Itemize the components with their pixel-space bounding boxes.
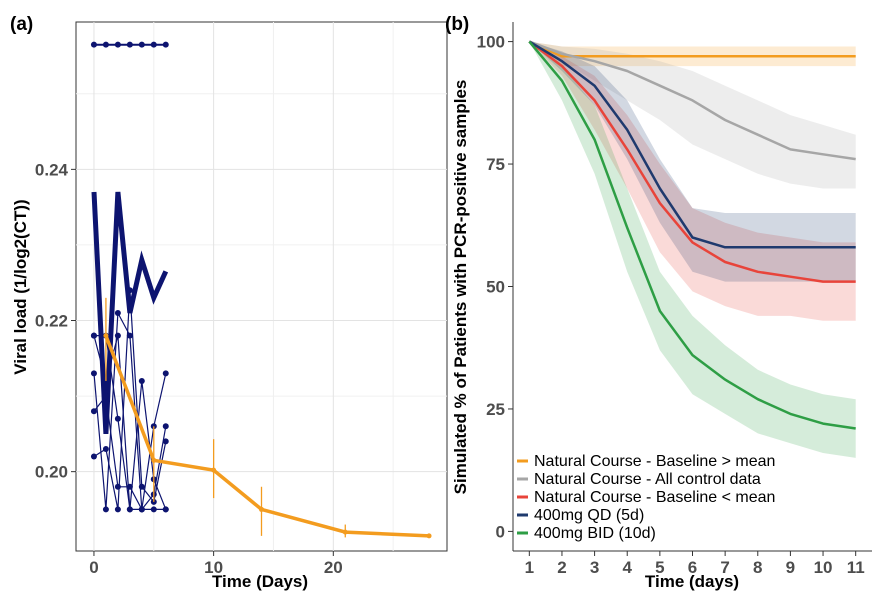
panel-b-x-tick-label: 3 xyxy=(590,558,599,577)
panel-a-individual-point xyxy=(150,41,157,48)
panel-a-individual-point xyxy=(90,332,97,339)
panel-a-mean-point xyxy=(103,333,109,339)
panel-b-series-line-4 xyxy=(528,40,856,430)
panel-a-x-ticks: 0 10 20 xyxy=(89,551,343,577)
panel-b-series-line-0 xyxy=(528,40,856,58)
panel-b-x-tick-label: 7 xyxy=(720,558,729,577)
panel-a-x-tick-label: 0 xyxy=(89,558,98,577)
panel-b: 1 2 3 4 5 6 7 8 9 10 11 0 25 50 75 100 Natural Course … xyxy=(445,14,872,591)
panel-a-y-tick-label: 0.24 xyxy=(35,160,69,179)
panel-a-individual-point xyxy=(162,506,169,513)
panel-b-y-tick-label: 75 xyxy=(486,155,505,174)
panel-a-individual-point xyxy=(114,309,121,316)
panel-b-band-0 xyxy=(529,41,856,67)
panel-b-x-tick-label: 6 xyxy=(688,558,697,577)
panel-a-label: (a) xyxy=(10,14,33,35)
panel-a-individual-point xyxy=(102,41,109,48)
panel-b-x-tick-label: 5 xyxy=(655,558,664,577)
panel-a-individual-line-1 xyxy=(91,191,169,435)
panel-b-legend: Natural Course - Baseline > meanNatural … xyxy=(517,453,775,542)
panel-a-individual-point xyxy=(114,41,121,48)
panel-a-mean-point xyxy=(426,533,432,539)
panel-a-individual-point xyxy=(114,483,121,490)
panel-a-individual-point xyxy=(126,332,133,339)
panel-a-individual-point xyxy=(150,506,157,513)
panel-a-x-tick-label: 10 xyxy=(204,558,223,577)
panel-b-series xyxy=(528,40,856,430)
panel-b-x-tick-label: 8 xyxy=(753,558,762,577)
panel-a-individual-point xyxy=(102,445,109,452)
panel-b-y-tick-label: 0 xyxy=(496,522,505,541)
panel-b-x-ticks: 1 2 3 4 5 6 7 8 9 10 11 xyxy=(525,551,865,577)
panel-a-y-ticks: 0.20 0.22 0.24 xyxy=(35,160,76,482)
panel-b-series-line-2 xyxy=(528,40,856,283)
panel-b-y-tick-label: 25 xyxy=(486,400,505,419)
panel-b-confidence-bands xyxy=(529,41,856,458)
panel-a-x-axis-title: Time (Days) xyxy=(212,572,308,591)
panel-a-individual-point xyxy=(90,453,97,460)
panel-a-individual-point xyxy=(90,408,97,415)
panel-a: 0 10 20 0.20 0.22 0.24 (a) Time (Days) Viral… xyxy=(10,14,448,591)
panel-b-x-tick-label: 2 xyxy=(557,558,566,577)
panel-a-individual-point xyxy=(162,370,169,377)
panel-a-mean-point xyxy=(151,457,157,463)
panel-a-individual-point xyxy=(90,41,97,48)
panel-a-series xyxy=(90,41,432,539)
panel-b-y-tick-label: 50 xyxy=(486,278,505,297)
panel-a-individual-point xyxy=(138,506,145,513)
panel-b-series-line-1 xyxy=(528,40,856,161)
panel-b-legend-label: 400mg QD (5d) xyxy=(534,507,644,524)
panel-a-individual-point xyxy=(162,41,169,48)
panel-b-label: (b) xyxy=(445,14,469,35)
panel-b-legend-label: Natural Course - Baseline < mean xyxy=(534,489,775,506)
panel-a-individual-point xyxy=(90,370,97,377)
panel-b-legend-label: Natural Course - All control data xyxy=(534,471,761,488)
panel-a-y-tick-label: 0.20 xyxy=(35,463,68,482)
panel-b-y-ticks: 0 25 50 75 100 xyxy=(477,33,513,541)
panel-a-individual-point xyxy=(126,287,133,294)
panel-b-x-tick-label: 9 xyxy=(786,558,795,577)
panel-a-individual-point xyxy=(138,483,145,490)
panel-a-individual-point xyxy=(162,423,169,430)
panel-a-individual-point xyxy=(114,332,121,339)
panel-b-x-tick-label: 11 xyxy=(847,558,865,577)
panel-a-individual-point xyxy=(102,393,109,400)
panel-a-y-tick-label: 0.22 xyxy=(35,312,68,331)
panel-a-y-axis-title: Viral load (1/log2(CT)) xyxy=(11,199,30,374)
panel-b-y-tick-label: 100 xyxy=(477,33,505,52)
panel-a-mean-point xyxy=(342,529,348,535)
panel-b-x-tick-label: 1 xyxy=(525,558,534,577)
panel-b-x-tick-label: 10 xyxy=(814,558,833,577)
panel-b-band-2 xyxy=(529,41,856,321)
panel-a-individual-point xyxy=(126,506,133,513)
panel-a-individual-point xyxy=(102,506,109,513)
panel-a-x-tick-label: 20 xyxy=(324,558,343,577)
panel-a-mean-point xyxy=(211,467,217,473)
panel-b-y-axis-title: Simulated % of Patients with PCR-positiv… xyxy=(451,80,470,495)
panel-b-series-line-3 xyxy=(528,40,856,249)
panel-b-legend-label: Natural Course - Baseline > mean xyxy=(534,453,775,470)
panel-b-band-1 xyxy=(529,41,856,189)
panel-a-individual-point xyxy=(162,438,169,445)
panel-b-legend-label: 400mg BID (10d) xyxy=(534,525,656,542)
panel-a-individual-point xyxy=(138,377,145,384)
panel-b-x-axis-title: Time (days) xyxy=(645,572,739,591)
panel-b-x-tick-label: 4 xyxy=(622,558,632,577)
panel-a-individual-point xyxy=(126,41,133,48)
panel-a-mean-line xyxy=(104,334,430,538)
panel-a-individual-point xyxy=(114,506,121,513)
panel-b-band-3 xyxy=(529,41,856,282)
panel-a-individual-point xyxy=(114,415,121,422)
panel-a-individual-point xyxy=(138,41,145,48)
panel-a-mean-point xyxy=(259,506,264,512)
